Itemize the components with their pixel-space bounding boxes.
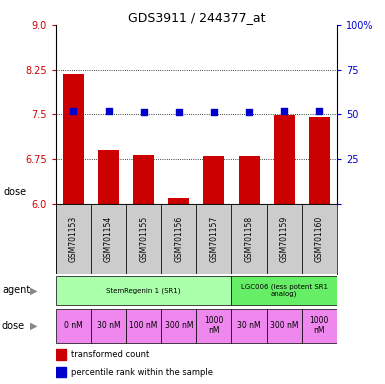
Point [246, 109, 252, 116]
Text: 300 nM: 300 nM [270, 321, 298, 330]
Bar [126, 309, 161, 343]
Text: ▶: ▶ [30, 321, 38, 331]
Bar [161, 309, 196, 343]
Text: percentile rank within the sample: percentile rank within the sample [71, 368, 213, 377]
Bar [56, 204, 91, 274]
Bar [63, 74, 84, 204]
Text: GSM701153: GSM701153 [69, 216, 78, 262]
Bar [133, 155, 154, 204]
Bar [231, 309, 266, 343]
Bar [266, 309, 302, 343]
Text: 300 nM: 300 nM [164, 321, 193, 330]
Point [141, 109, 147, 116]
Text: GSM701156: GSM701156 [174, 216, 183, 262]
Text: dose: dose [2, 321, 25, 331]
Text: LGC006 (less potent SR1
analog): LGC006 (less potent SR1 analog) [241, 283, 328, 298]
Bar [203, 156, 224, 204]
Bar [56, 276, 231, 305]
Text: 0 nM: 0 nM [64, 321, 83, 330]
Text: 1000
nM: 1000 nM [310, 316, 329, 335]
Text: dose: dose [4, 187, 27, 197]
Text: GSM701157: GSM701157 [209, 216, 218, 262]
Bar [196, 309, 231, 343]
Bar [302, 309, 337, 343]
Bar [168, 198, 189, 204]
Bar [274, 116, 295, 204]
Text: 1000
nM: 1000 nM [204, 316, 224, 335]
Text: GSM701159: GSM701159 [280, 216, 289, 262]
Point [70, 108, 77, 114]
Text: ▶: ▶ [30, 285, 38, 295]
Bar [56, 309, 91, 343]
Text: GSM701154: GSM701154 [104, 216, 113, 262]
Text: transformed count: transformed count [71, 350, 149, 359]
Bar [266, 204, 302, 274]
Bar [56, 367, 66, 377]
Text: GSM701155: GSM701155 [139, 216, 148, 262]
Bar [231, 204, 266, 274]
Text: GSM701160: GSM701160 [315, 216, 324, 262]
Bar [91, 204, 126, 274]
Bar [196, 204, 231, 274]
Text: agent: agent [2, 285, 30, 295]
Bar [161, 204, 196, 274]
Text: StemRegenin 1 (SR1): StemRegenin 1 (SR1) [106, 287, 181, 294]
Point [105, 108, 112, 114]
Bar [309, 117, 330, 204]
Text: 30 nM: 30 nM [237, 321, 261, 330]
Text: 100 nM: 100 nM [129, 321, 158, 330]
Bar [302, 204, 337, 274]
Point [211, 109, 217, 116]
Text: 30 nM: 30 nM [97, 321, 121, 330]
Point [281, 108, 287, 114]
Bar [91, 309, 126, 343]
Bar [231, 276, 337, 305]
Title: GDS3911 / 244377_at: GDS3911 / 244377_at [127, 11, 265, 24]
Point [316, 108, 322, 114]
Bar [126, 204, 161, 274]
Bar [56, 349, 66, 359]
Bar [98, 150, 119, 204]
Bar [239, 156, 259, 204]
Text: GSM701158: GSM701158 [244, 216, 254, 262]
Point [176, 109, 182, 116]
